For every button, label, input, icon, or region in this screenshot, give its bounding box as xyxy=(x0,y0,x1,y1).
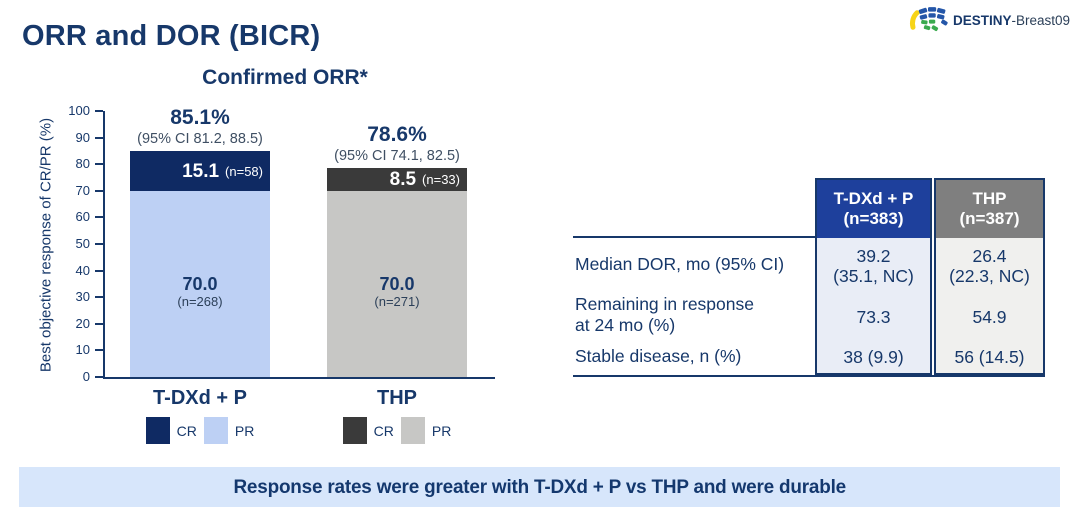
pr-count: (n=271) xyxy=(374,294,420,309)
y-axis-tick xyxy=(95,216,103,218)
y-tick-label: 60 xyxy=(75,209,90,224)
y-axis-tick xyxy=(95,349,103,351)
table-header-subtitle: (n=383) xyxy=(843,209,904,228)
y-tick-label: 50 xyxy=(75,236,90,251)
x-category-thp: THP xyxy=(377,387,417,409)
y-tick-label: 80 xyxy=(75,156,90,171)
y-tick-label: 0 xyxy=(82,369,90,384)
y-axis-tick xyxy=(95,190,103,192)
table-cell: 38 (9.9) xyxy=(843,346,904,367)
y-tick-label: 100 xyxy=(68,103,90,118)
legend-swatch-cr xyxy=(145,417,170,444)
table-body-tdxd-p: 39.2 (35.1, NC) 73.3 38 (9.9) xyxy=(817,238,930,373)
table-row-label-remaining: Remaining in response at 24 mo (%) xyxy=(575,292,813,338)
destiny-fan-icon xyxy=(909,7,948,32)
table-cell: 73.3 xyxy=(856,307,891,327)
y-tick-label: 40 xyxy=(75,263,90,278)
legend-swatch-pr xyxy=(203,417,228,444)
orr-percent: 85.1% xyxy=(170,106,230,129)
legend-label-cr: CR xyxy=(176,422,197,439)
table-header-title: THP xyxy=(972,189,1007,208)
x-category-tdxd-p: T-DXd + P xyxy=(153,387,247,409)
table-header-subtitle: (n=387) xyxy=(959,209,1020,228)
legend-label-pr: PR xyxy=(431,422,452,439)
table-row-label-line2: at 24 mo (%) xyxy=(575,315,676,335)
x-axis-line xyxy=(103,377,495,379)
cr-value: 8.5 xyxy=(389,169,417,190)
y-axis-tick xyxy=(95,323,103,325)
legend-label-pr: PR xyxy=(234,422,255,439)
orr-percent: 78.6% xyxy=(367,123,427,146)
cr-count: (n=58) xyxy=(225,163,263,179)
table-column-thp: THP (n=387) 26.4 (22.3, NC) 54.9 56 (14.… xyxy=(934,178,1045,375)
takeaway-banner: Response rates were greater with T-DXd +… xyxy=(19,467,1060,507)
cr-value: 15.1 xyxy=(182,160,220,182)
legend-swatch-pr xyxy=(400,417,425,444)
table-cell: 56 (14.5) xyxy=(954,346,1025,367)
y-axis-tick xyxy=(95,270,103,272)
study-logo: DESTINY-Breast09 xyxy=(908,6,1070,34)
legend-swatch-cr xyxy=(342,417,367,444)
y-tick-label: 20 xyxy=(75,316,90,331)
chart-title: Confirmed ORR* xyxy=(202,66,368,89)
pr-value: 70.0 xyxy=(379,274,415,294)
bar-total-label: 85.1% (95% CI 81.2, 88.5) xyxy=(84,106,316,148)
orr-confidence-interval: (95% CI 81.2, 88.5) xyxy=(137,131,263,147)
table-header-title: T-DXd + P xyxy=(833,189,914,208)
page-title: ORR and DOR (BICR) xyxy=(22,20,321,52)
y-axis-tick xyxy=(95,243,103,245)
bar-total-label: 78.6% (95% CI 74.1, 82.5) xyxy=(281,123,513,165)
table-bottom-rule xyxy=(573,375,1045,377)
legend-tdxd-p: CR PR xyxy=(130,417,270,444)
pr-count: (n=268) xyxy=(177,294,223,309)
y-axis-label: Best objective response of CR/PR (%) xyxy=(37,117,55,373)
legend-thp: CR PR xyxy=(327,417,467,444)
bar-tdxd-p: 85.1% (95% CI 81.2, 88.5) 15.1 (n=58) 70… xyxy=(130,106,270,377)
pr-value: 70.0 xyxy=(182,274,218,294)
table-body-thp: 26.4 (22.3, NC) 54.9 56 (14.5) xyxy=(936,238,1043,373)
table-row-label-stable-disease: Stable disease, n (%) xyxy=(575,346,742,366)
table-row-label-median-dor: Median DOR, mo (95% CI) xyxy=(575,253,785,274)
y-axis-tick xyxy=(95,137,103,139)
y-tick-label: 10 xyxy=(75,342,90,357)
bar-thp: 78.6% (95% CI 74.1, 82.5) 8.5 (n=33) 70.… xyxy=(327,123,467,377)
y-tick-label: 90 xyxy=(75,130,90,145)
table-header-thp: THP (n=387) xyxy=(936,180,1043,238)
table-cell: 39.2 (35.1, NC) xyxy=(833,246,914,286)
legend-label-cr: CR xyxy=(373,422,394,439)
y-axis-line xyxy=(103,111,105,379)
table-row-label-line1: Remaining in response xyxy=(575,294,754,314)
bar-segment-pr-tdxd: 70.0 (n=268) xyxy=(130,191,270,377)
y-axis-tick xyxy=(95,110,103,112)
takeaway-text: Response rates were greater with T-DXd +… xyxy=(233,475,846,498)
brand-name-rest: -Breast09 xyxy=(1011,12,1070,28)
y-tick-label: 30 xyxy=(75,289,90,304)
cr-count: (n=33) xyxy=(422,172,460,187)
y-tick-label: 70 xyxy=(75,183,90,198)
table-cell: 54.9 xyxy=(972,307,1007,327)
orr-confidence-interval: (95% CI 74.1, 82.5) xyxy=(334,148,460,164)
table-header-tdxd-p: T-DXd + P (n=383) xyxy=(817,180,930,238)
y-axis-tick xyxy=(95,376,103,378)
y-axis-tick xyxy=(95,163,103,165)
table-column-tdxd-p: T-DXd + P (n=383) 39.2 (35.1, NC) 73.3 3… xyxy=(815,178,932,375)
y-axis-tick xyxy=(95,296,103,298)
bar-segment-cr-tdxd: 15.1 (n=58) xyxy=(130,151,270,191)
table-top-rule xyxy=(573,236,815,238)
bar-segment-cr-thp: 8.5 (n=33) xyxy=(327,168,467,191)
brand-name-bold: DESTINY xyxy=(952,12,1012,28)
bar-segment-pr-thp: 70.0 (n=271) xyxy=(327,191,467,377)
table-cell: 26.4 (22.3, NC) xyxy=(949,246,1030,286)
